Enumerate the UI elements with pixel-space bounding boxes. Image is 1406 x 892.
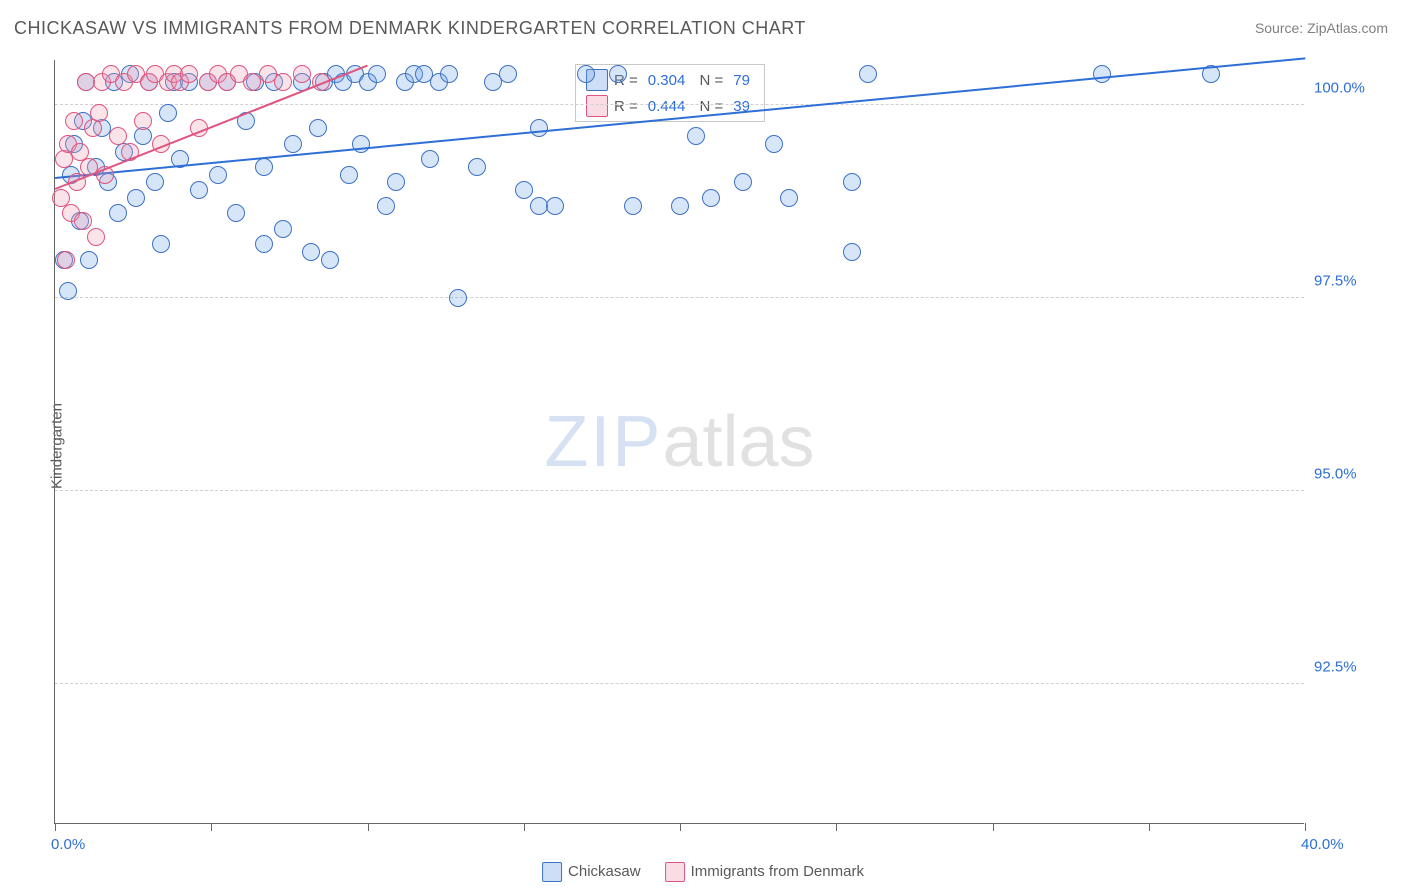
scatter-point-chickasaw xyxy=(309,119,327,137)
scatter-point-chickasaw xyxy=(440,65,458,83)
scatter-point-chickasaw xyxy=(340,166,358,184)
x-tick xyxy=(1149,823,1150,831)
scatter-point-chickasaw xyxy=(59,282,77,300)
scatter-point-denmark xyxy=(180,65,198,83)
legend-swatch-icon xyxy=(586,95,608,117)
legend-label: Chickasaw xyxy=(568,863,641,880)
legend-swatch-icon xyxy=(542,862,562,882)
scatter-point-chickasaw xyxy=(843,173,861,191)
scatter-point-chickasaw xyxy=(780,189,798,207)
legend-item: Chickasaw xyxy=(542,862,641,882)
scatter-point-chickasaw xyxy=(609,65,627,83)
x-tick xyxy=(836,823,837,831)
scatter-point-chickasaw xyxy=(1093,65,1111,83)
scatter-point-chickasaw xyxy=(255,158,273,176)
y-tick-label: 100.0% xyxy=(1314,80,1374,97)
scatter-point-denmark xyxy=(293,65,311,83)
scatter-point-chickasaw xyxy=(843,243,861,261)
scatter-point-chickasaw xyxy=(468,158,486,176)
scatter-point-chickasaw xyxy=(624,197,642,215)
source-prefix: Source: xyxy=(1255,20,1307,36)
x-tick xyxy=(368,823,369,831)
scatter-point-denmark xyxy=(74,212,92,230)
x-tick xyxy=(55,823,56,831)
y-tick-label: 97.5% xyxy=(1314,273,1374,290)
source-name: ZipAtlas.com xyxy=(1307,20,1388,36)
scatter-point-denmark xyxy=(109,127,127,145)
scatter-point-chickasaw xyxy=(368,65,386,83)
scatter-point-chickasaw xyxy=(255,235,273,253)
gridline xyxy=(55,297,1304,298)
legend-label: Immigrants from Denmark xyxy=(691,863,864,880)
x-tick xyxy=(993,823,994,831)
scatter-point-denmark xyxy=(57,251,75,269)
scatter-point-chickasaw xyxy=(190,181,208,199)
watermark: ZIPatlas xyxy=(544,401,814,483)
scatter-point-chickasaw xyxy=(859,65,877,83)
legend-swatch-icon xyxy=(665,862,685,882)
n-value: 79 xyxy=(729,72,754,89)
chart-title: CHICKASAW VS IMMIGRANTS FROM DENMARK KIN… xyxy=(14,18,806,39)
scatter-point-chickasaw xyxy=(146,173,164,191)
scatter-point-chickasaw xyxy=(515,181,533,199)
scatter-point-denmark xyxy=(84,119,102,137)
legend-item: Immigrants from Denmark xyxy=(665,862,864,882)
x-tick-label: 40.0% xyxy=(1301,836,1344,853)
scatter-point-denmark xyxy=(134,112,152,130)
scatter-point-chickasaw xyxy=(284,135,302,153)
scatter-point-chickasaw xyxy=(302,243,320,261)
scatter-point-chickasaw xyxy=(734,173,752,191)
scatter-point-chickasaw xyxy=(134,127,152,145)
gridline xyxy=(55,683,1304,684)
legend-bottom: Chickasaw Immigrants from Denmark xyxy=(542,862,864,882)
x-tick xyxy=(1305,823,1306,831)
stat-legend-row: R =0.304 N =79 xyxy=(576,67,764,93)
scatter-point-chickasaw xyxy=(546,197,564,215)
r-label: R = xyxy=(614,98,638,115)
scatter-point-chickasaw xyxy=(449,289,467,307)
scatter-point-chickasaw xyxy=(702,189,720,207)
scatter-point-chickasaw xyxy=(671,197,689,215)
x-tick xyxy=(524,823,525,831)
scatter-point-chickasaw xyxy=(227,204,245,222)
scatter-point-chickasaw xyxy=(499,65,517,83)
scatter-point-chickasaw xyxy=(765,135,783,153)
x-tick-label: 0.0% xyxy=(51,836,85,853)
scatter-point-chickasaw xyxy=(421,150,439,168)
r-value: 0.304 xyxy=(644,72,690,89)
scatter-point-chickasaw xyxy=(127,189,145,207)
scatter-point-denmark xyxy=(87,228,105,246)
y-tick-label: 92.5% xyxy=(1314,659,1374,676)
n-label: N = xyxy=(695,98,723,115)
x-tick xyxy=(211,823,212,831)
scatter-point-chickasaw xyxy=(109,204,127,222)
stat-legend-row: R =0.444 N =39 xyxy=(576,93,764,119)
x-tick xyxy=(680,823,681,831)
r-value: 0.444 xyxy=(644,98,690,115)
scatter-point-chickasaw xyxy=(321,251,339,269)
scatter-point-chickasaw xyxy=(80,251,98,269)
scatter-point-chickasaw xyxy=(577,65,595,83)
scatter-point-denmark xyxy=(90,104,108,122)
gridline xyxy=(55,104,1304,105)
y-tick-label: 95.0% xyxy=(1314,466,1374,483)
scatter-point-chickasaw xyxy=(687,127,705,145)
watermark-zip: ZIP xyxy=(544,402,662,482)
scatter-point-chickasaw xyxy=(530,119,548,137)
scatter-point-chickasaw xyxy=(387,173,405,191)
watermark-atlas: atlas xyxy=(662,402,814,482)
gridline xyxy=(55,490,1304,491)
scatter-point-chickasaw xyxy=(209,166,227,184)
scatter-point-chickasaw xyxy=(159,104,177,122)
n-label: N = xyxy=(695,72,723,89)
scatter-point-chickasaw xyxy=(274,220,292,238)
plot-area: ZIPatlas R =0.304 N =79R =0.444 N =39 92… xyxy=(54,60,1304,824)
scatter-point-chickasaw xyxy=(377,197,395,215)
source-label: Source: ZipAtlas.com xyxy=(1255,20,1388,36)
scatter-point-denmark xyxy=(274,73,292,91)
scatter-point-denmark xyxy=(65,112,83,130)
scatter-point-chickasaw xyxy=(152,235,170,253)
